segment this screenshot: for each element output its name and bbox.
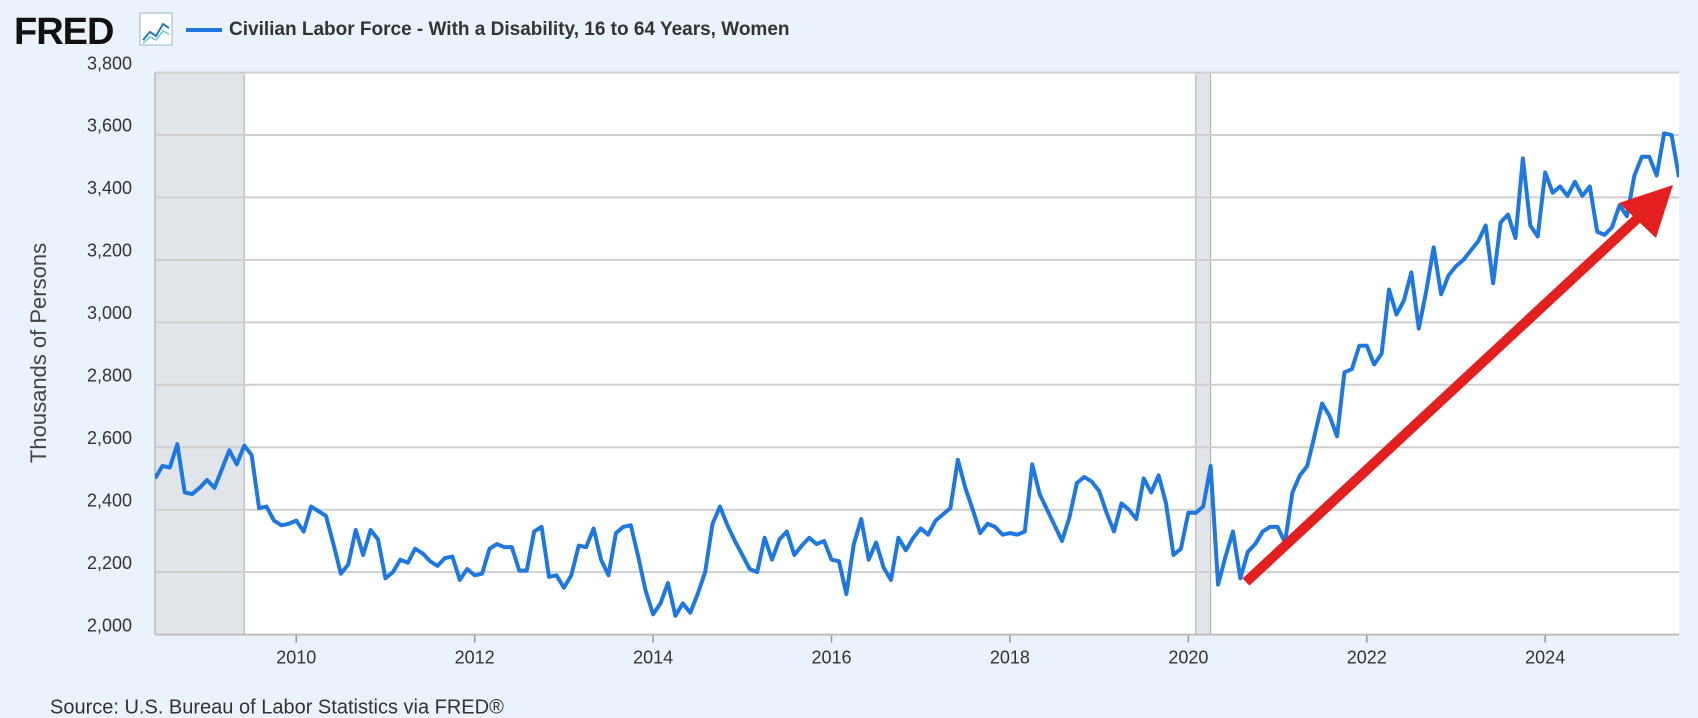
x-tick-label: 2012: [455, 647, 495, 667]
y-axis-label: Thousands of Persons: [26, 243, 51, 463]
y-tick-label: 3,800: [87, 53, 132, 73]
legend-label: Civilian Labor Force - With a Disability…: [229, 19, 790, 40]
y-tick-label: 2,800: [87, 366, 132, 386]
x-tick-label: 2018: [990, 647, 1030, 667]
plot-area: [155, 72, 1679, 635]
y-tick-label: 3,200: [87, 241, 132, 261]
logo: FRED: [14, 11, 113, 53]
series-line: [155, 131, 1679, 618]
y-tick-label: 3,400: [87, 178, 132, 198]
annotation-arrow-shaft: [1242, 212, 1644, 586]
recession-band: [1195, 72, 1212, 635]
x-tick-label: 2020: [1168, 647, 1208, 667]
y-tick-label: 2,200: [87, 553, 132, 573]
y-tick-label: 3,000: [87, 303, 132, 323]
y-tick-label: 2,600: [87, 428, 132, 448]
y-tick-label: 2,000: [87, 615, 132, 635]
x-tick-label: 2010: [276, 647, 316, 667]
x-tick-label: 2016: [811, 647, 851, 667]
y-tick-label: 2,400: [87, 490, 132, 510]
x-tick-label: 2024: [1525, 647, 1565, 667]
x-tick-label: 2022: [1347, 647, 1387, 667]
recession-band: [155, 72, 245, 635]
annotation-arrow-head: [1619, 185, 1673, 238]
logo-icon: [139, 12, 173, 46]
source-note: Source: U.S. Bureau of Labor Statistics …: [50, 696, 504, 718]
x-tick-label: 2014: [633, 647, 673, 667]
y-tick-label: 3,600: [87, 116, 132, 136]
